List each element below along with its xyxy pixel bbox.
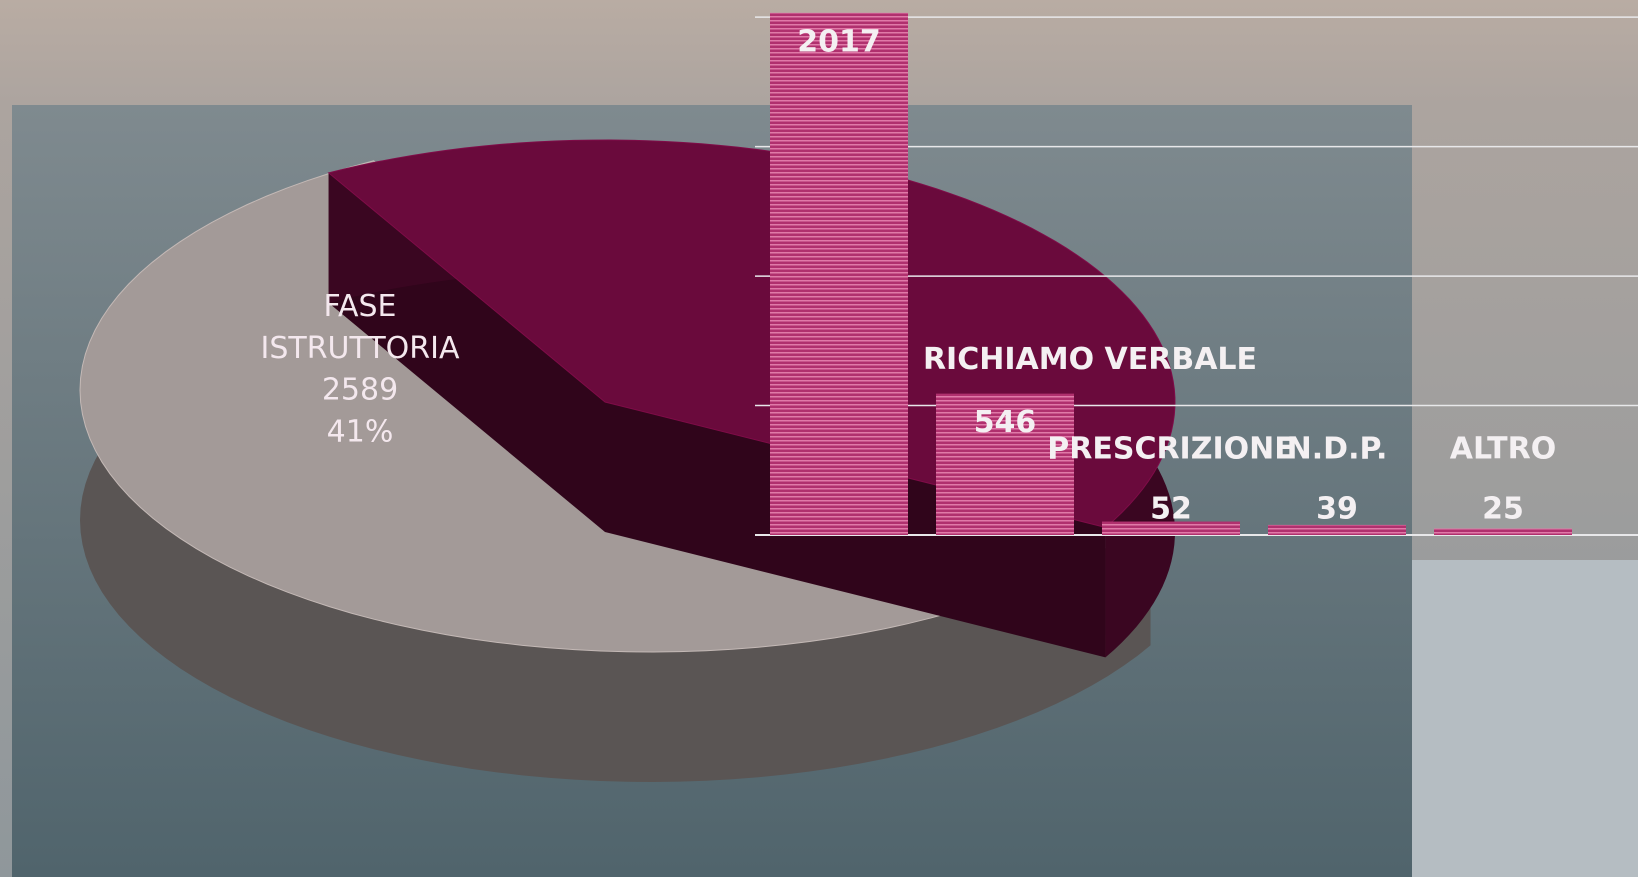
- bar: [1268, 524, 1406, 535]
- category-label: RICHIAMO VERBALE: [923, 342, 1257, 377]
- panel-light: [1412, 560, 1638, 877]
- value-label: 546: [974, 405, 1037, 440]
- bar: [936, 393, 1074, 535]
- bar: [1102, 521, 1240, 535]
- pie-side: [80, 160, 1151, 782]
- category-label: PRESCRIZIONE: [1047, 432, 1295, 467]
- value-label: 2017: [797, 24, 881, 59]
- bar-chart: 2017 546 RICHIAMO VERBALE 52 PRESCRIZIONE 39 N…: [755, 12, 1638, 536]
- pie-category-label: FASE ISTRUTTORIA: [261, 289, 460, 366]
- value-label: 52: [1150, 492, 1192, 527]
- category-label: N.D.P.: [1287, 432, 1388, 467]
- pie-count-label: 2589: [322, 373, 398, 408]
- pie-value-label: 41%: [327, 415, 394, 450]
- bar: [770, 12, 908, 535]
- value-label: 39: [1316, 492, 1358, 527]
- pie: FASE ISTRUTTORIA 2589 41%: [79, 139, 1176, 782]
- value-label: 25: [1482, 492, 1524, 527]
- bar: [1434, 528, 1572, 535]
- category-label: ALTRO: [1450, 432, 1556, 467]
